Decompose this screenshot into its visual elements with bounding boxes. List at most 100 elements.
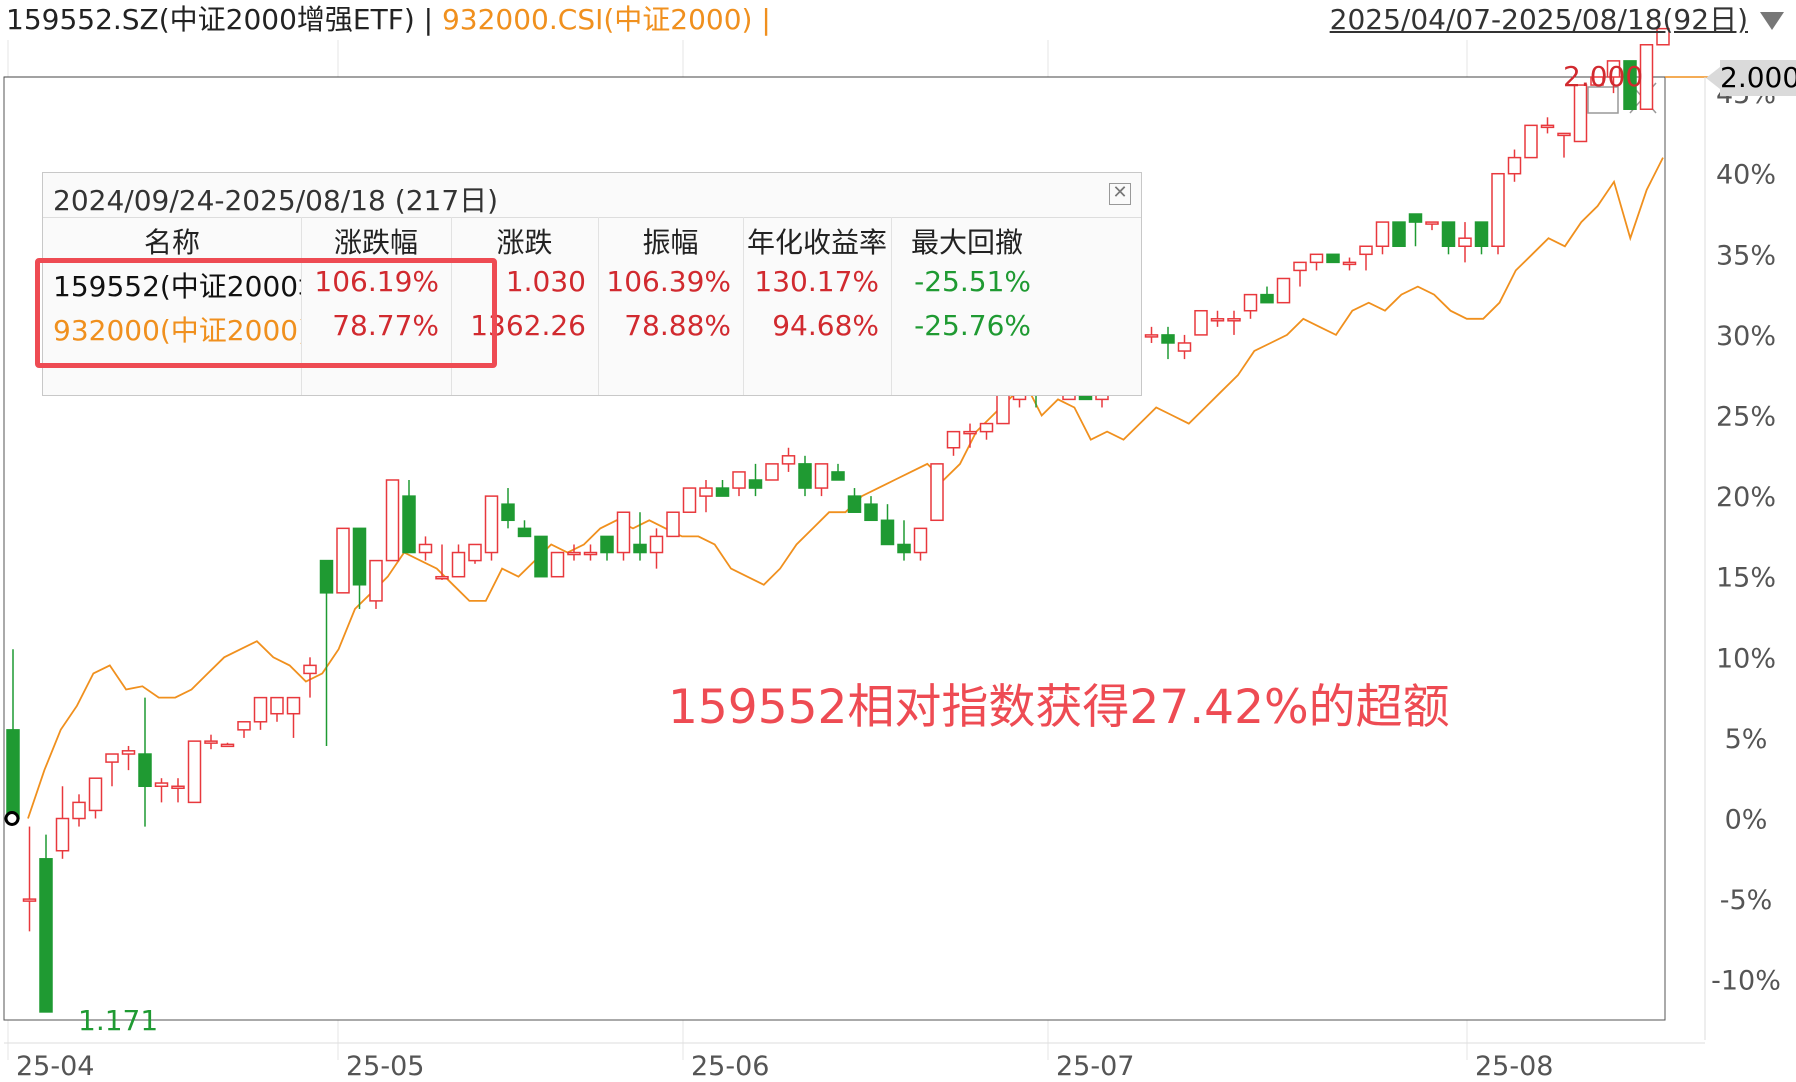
candle-body [1441,221,1456,248]
candle-body [963,430,977,435]
candle-body [1590,76,1604,86]
candlestick [913,527,928,561]
candlestick [484,495,499,561]
highlight-box [35,258,497,368]
candlestick [979,422,994,440]
candle-body [1342,261,1357,266]
candlestick [649,528,664,569]
candle-body [1210,318,1225,322]
candlestick [1359,245,1373,271]
candlestick [171,778,185,803]
candle-body [303,664,317,675]
candlestick [88,777,103,819]
candle-body [72,801,86,820]
dropdown-arrow-icon[interactable] [1760,12,1784,30]
candlestick [831,463,845,481]
column-header: 振幅 [642,226,699,259]
candlestick [1194,309,1208,336]
stats-cell-name: 159552(中证2000增强ETF) [53,270,301,303]
candle-body [1540,124,1555,129]
candlestick [1161,326,1175,360]
x-tick-label: 25-07 [1056,1051,1134,1082]
candlestick [864,496,878,522]
candle-body [39,858,53,1013]
candlestick [1392,221,1406,248]
current-price-tag: 2.000 [1706,60,1796,96]
y-axis-ticks: 45%40%35%30%25%20%15%10%5%0%-5%-10% [1711,79,1781,997]
candle-body [1507,156,1522,175]
candlestick [748,463,763,497]
candle-body [781,455,796,465]
candlestick [1342,257,1357,271]
candlestick [204,734,218,750]
candle-body [534,535,548,578]
candle-body [831,471,845,481]
y-tick-label: 35% [1716,240,1776,271]
stats-cell-annualized: 130.17% [754,265,879,298]
candlestick [55,786,70,859]
stats-cell-max_drawdown: -25.51% [914,265,1031,298]
column-header: 年化收益率 [746,226,887,259]
popup-divider [43,217,1141,218]
candle-body [1177,342,1192,352]
candlestick [1474,221,1489,255]
y-tick-label: 15% [1716,563,1776,594]
candlestick [567,544,581,561]
stats-cell-change: 1.030 [505,265,586,298]
candlestick [1524,124,1538,159]
candlestick [154,778,169,803]
column-header: 最大回撤 [910,226,1023,259]
stats-cell-change_pct: 106.19% [314,265,439,298]
candlestick [270,696,284,722]
candle-body [204,740,218,744]
candlestick [897,520,911,561]
candlestick [220,742,235,748]
candlestick [1260,286,1274,304]
y-tick-label: 5% [1725,724,1768,755]
date-range[interactable]: 2025/04/07-2025/08/18(92日) [1329,3,1748,36]
candlestick [930,463,944,522]
candlestick [781,447,796,472]
candlestick [385,479,400,562]
chart-title: 159552.SZ(中证2000增强ETF) | 932000.CSI(中证20… [6,0,771,40]
candle-body [1227,318,1241,322]
candle-body [1474,221,1489,248]
candlestick [534,535,548,578]
x-tick-label: 25-06 [691,1051,769,1082]
candlestick [1623,60,1637,110]
x-axis-ticks: 25-04 25-05 25-06 25-07 25-08 [16,1051,1553,1082]
x-tick-label: 25-05 [346,1051,424,1082]
candlestick [699,479,713,513]
candle-body [468,543,482,562]
close-icon[interactable]: ✕ [1109,183,1131,205]
candlestick [798,455,812,497]
stats-cell-max_drawdown: -25.76% [914,309,1031,342]
candle-body [1524,124,1538,159]
candle-body [517,527,532,538]
candlestick [616,511,631,561]
y-tick-label: 40% [1716,160,1776,191]
candle-body [237,721,251,731]
candlestick [105,753,119,787]
candle-body [814,463,829,489]
candle-body [765,463,779,481]
candlestick [1656,27,1670,46]
candlestick [1243,293,1258,319]
candlestick [1375,221,1390,255]
candle-body [402,495,416,554]
candle-body [319,559,334,594]
stats-popup[interactable]: 2024/09/24-2025/08/18 (217日) ✕ 名称 涨跌幅 涨跌 振幅… [42,172,1142,396]
candle-body [567,551,581,556]
candlestick [39,834,53,1013]
candle-body [1458,237,1472,248]
candlestick [286,696,301,738]
candle-body [616,511,631,554]
candlestick [1590,76,1604,86]
candlestick [1507,149,1522,182]
candlestick [1557,132,1571,158]
candle-body [930,463,944,522]
candle-body [996,390,1010,425]
candle-body [55,817,70,852]
stats-cell-change_pct: 78.77% [332,309,439,342]
